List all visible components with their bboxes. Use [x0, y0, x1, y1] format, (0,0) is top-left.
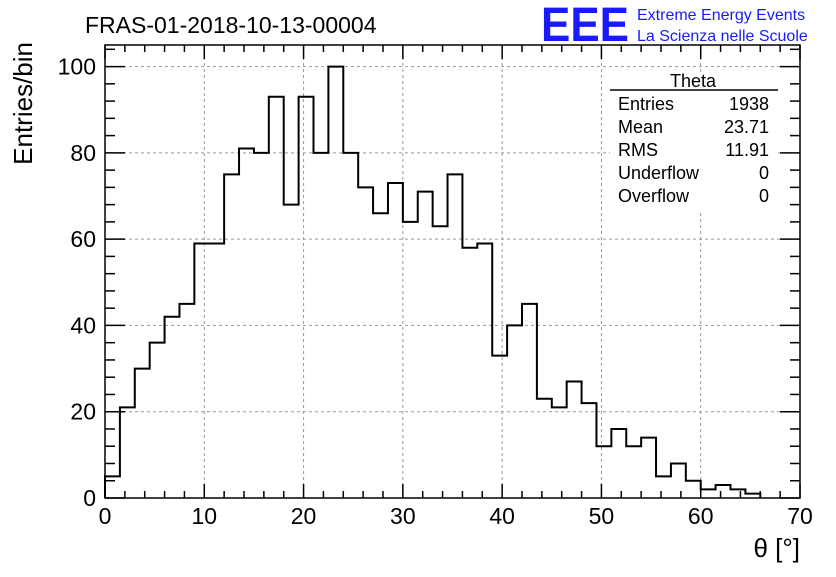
- x-tick-label: 40: [489, 503, 515, 529]
- y-tick-label: 80: [70, 140, 96, 166]
- histogram-bin: [269, 97, 284, 498]
- logo-line-1: Extreme Energy Events: [637, 7, 805, 24]
- stats-row-label: Underflow: [618, 163, 700, 183]
- histogram-bin: [418, 192, 433, 498]
- y-tick-label: 60: [70, 226, 96, 252]
- stats-row-value: 0: [759, 186, 769, 206]
- y-tick-label: 100: [58, 54, 96, 80]
- histogram-bin: [656, 476, 671, 498]
- stats-row-value: 23.71: [724, 117, 769, 137]
- histogram-bin: [194, 243, 209, 498]
- y-tick-label: 20: [70, 399, 96, 425]
- histogram-bin: [448, 174, 463, 498]
- x-tick-label: 30: [390, 503, 416, 529]
- histogram-outline: [104, 65, 762, 498]
- plot-frame: [104, 44, 801, 499]
- logo-line-2: La Scienza nelle Scuole: [637, 28, 808, 45]
- eee-logo: EEE Extreme Energy Events La Scienza nel…: [541, 0, 808, 52]
- x-tick-label: 70: [787, 503, 813, 529]
- x-tick-label: 0: [99, 503, 112, 529]
- stats-row-value: 11.91: [725, 140, 769, 160]
- histogram-bin: [567, 382, 582, 498]
- histogram-bin: [716, 485, 731, 498]
- histogram-bin: [403, 222, 418, 498]
- stats-row-label: RMS: [618, 140, 658, 160]
- x-tick-label: 20: [291, 503, 317, 529]
- histogram-bin: [596, 446, 611, 498]
- histogram-bin: [388, 183, 403, 498]
- histogram-bin: [492, 356, 507, 498]
- histogram-bin: [209, 243, 224, 498]
- histogram-bin: [537, 399, 552, 498]
- stats-box: Theta Entries 1938 Mean 23.71 RMS 11.91 …: [610, 71, 778, 212]
- histogram-bin: [552, 407, 567, 498]
- histogram-bin: [477, 243, 492, 498]
- histogram-bin: [105, 476, 120, 498]
- histogram-bin: [120, 407, 135, 498]
- histogram-bin: [239, 149, 254, 498]
- stats-row-label: Mean: [618, 117, 663, 137]
- histogram-bin: [641, 438, 656, 498]
- histogram-bin: [150, 343, 165, 498]
- histogram-bin: [701, 489, 716, 498]
- y-tick-label: 0: [83, 485, 96, 511]
- stats-box-background: [610, 72, 778, 212]
- histogram-bin: [686, 481, 701, 498]
- x-tick-label: 60: [688, 503, 714, 529]
- histogram-bin: [671, 463, 686, 498]
- histogram-bin: [179, 304, 194, 498]
- stats-row-label: Overflow: [618, 186, 690, 206]
- x-axis-label: θ [°]: [753, 533, 800, 563]
- histogram-bin: [433, 226, 448, 498]
- histogram-bin: [731, 489, 746, 498]
- x-tick-label: 10: [191, 503, 217, 529]
- stats-row-value: 0: [759, 163, 769, 183]
- histogram-bin: [373, 213, 388, 498]
- stats-title: Theta: [670, 71, 717, 91]
- histogram-bin: [582, 403, 597, 498]
- histogram-bin: [299, 97, 314, 498]
- x-axis-ticks: 0 10 20 30 40 50 60 70: [99, 45, 813, 529]
- y-tick-label: 40: [70, 312, 96, 338]
- histogram-bin: [135, 369, 150, 498]
- chart-title: FRAS-01-2018-10-13-00004: [85, 12, 377, 38]
- stats-row-value: 1938: [729, 94, 769, 114]
- histogram-bin: [462, 248, 477, 498]
- histogram-bin: [522, 304, 537, 498]
- histogram-bin: [284, 205, 299, 498]
- y-axis-ticks: 0 20 40 60 80 100: [58, 48, 800, 511]
- histogram-bin: [165, 317, 180, 498]
- x-tick-label: 50: [589, 503, 615, 529]
- y-axis-label: Entries/bin: [8, 42, 38, 165]
- histogram-bin: [611, 429, 626, 498]
- grid-lines: [105, 45, 800, 498]
- histogram-bin: [328, 67, 343, 498]
- histogram-bin: [626, 446, 641, 498]
- logo-mark: EEE: [541, 0, 629, 52]
- stats-row-label: Entries: [618, 94, 674, 114]
- histogram-bin: [358, 187, 373, 498]
- histogram-bin: [224, 174, 239, 498]
